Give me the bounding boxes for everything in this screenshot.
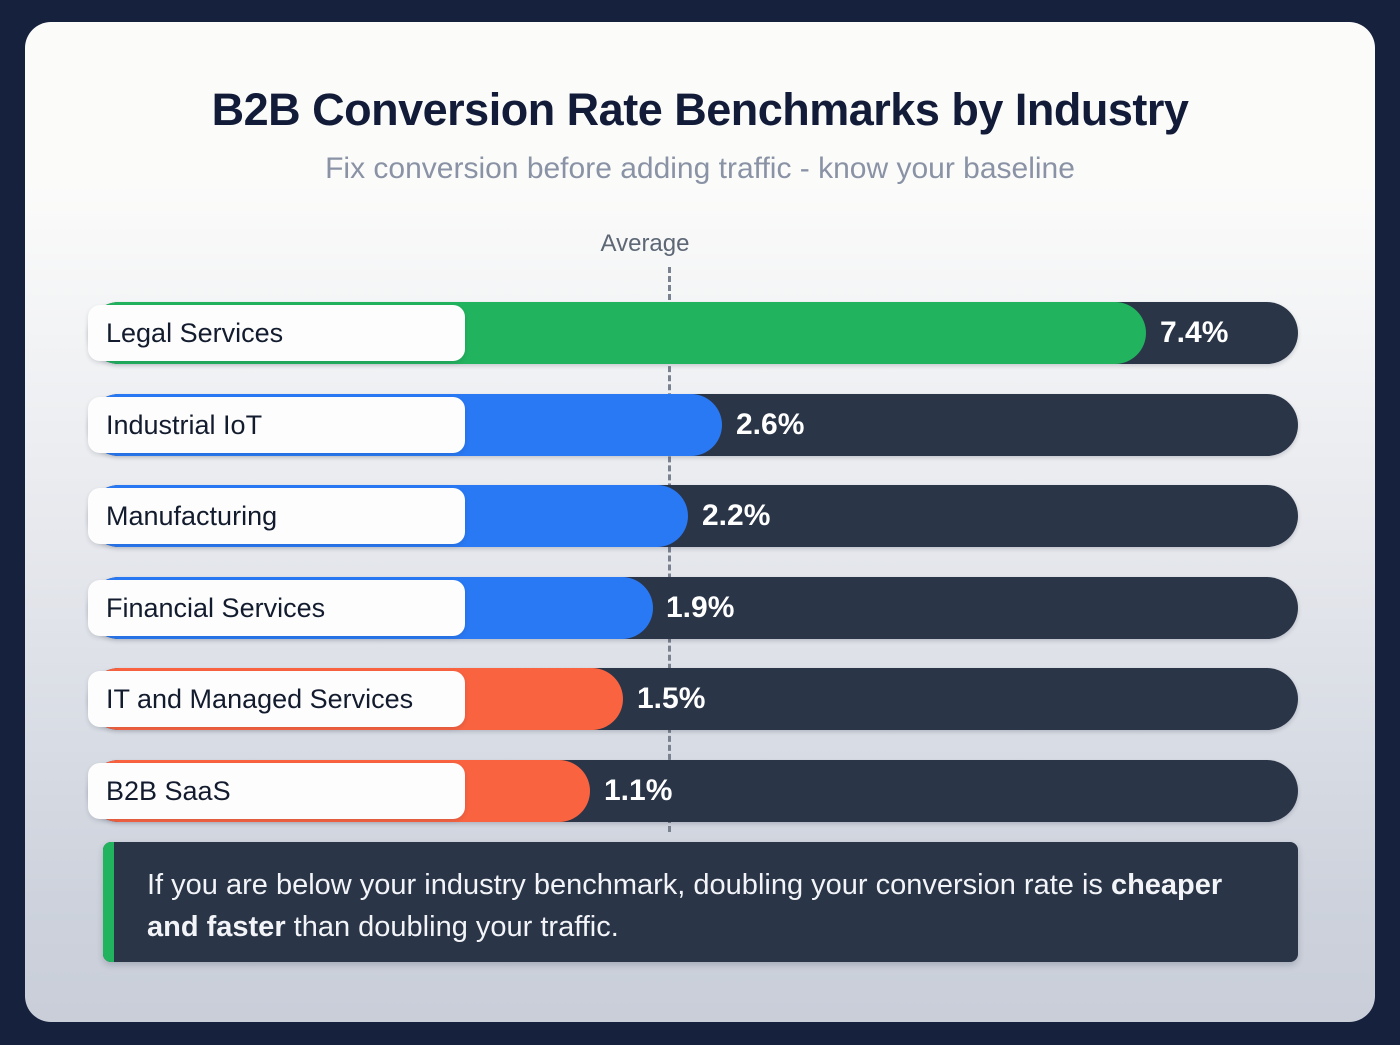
page-title: B2B Conversion Rate Benchmarks by Indust… [211, 84, 1189, 135]
bar-row: Industrial IoT 2.6% [88, 394, 1298, 456]
callout-text: If you are below your industry benchmark… [147, 864, 1267, 948]
callout-box: If you are below your industry benchmark… [103, 842, 1298, 962]
callout-text-after: than doubling your traffic. [285, 911, 619, 943]
callout-text-emphasis: cheaper and faster [147, 869, 1223, 943]
bar-row: Manufacturing 2.2% [88, 485, 1298, 547]
bar-label-pill: IT and Managed Services [88, 671, 465, 727]
bar-value-label: 1.1% [604, 774, 673, 807]
bar-value-label: 1.9% [666, 591, 735, 624]
bar-label: Industrial IoT [106, 410, 263, 440]
bar-label: IT and Managed Services [106, 684, 414, 714]
bar-value-label: 2.6% [736, 408, 805, 441]
chart-card: B2B Conversion Rate Benchmarks by Indust… [25, 22, 1375, 1022]
page-subtitle: Fix conversion before adding traffic - k… [325, 152, 1075, 185]
bar-label: Financial Services [106, 593, 326, 623]
bar-value-label: 7.4% [1160, 316, 1229, 349]
bar-label: B2B SaaS [106, 776, 231, 806]
bar-row: Legal Services 7.4% [88, 302, 1298, 364]
bar-row: IT and Managed Services 1.5% [88, 668, 1298, 730]
bar-label-pill: B2B SaaS [88, 763, 465, 819]
average-reference-line [668, 267, 671, 832]
bar-label: Manufacturing [106, 501, 278, 531]
callout-accent-bar [103, 842, 114, 962]
callout-text-before: If you are below your industry benchmark… [147, 869, 1111, 901]
average-marker-label: Average [600, 230, 690, 257]
bar-label-pill: Legal Services [88, 305, 465, 361]
bar-chart-rows: Legal Services 7.4% Industrial IoT 2.6% Manu… [25, 22, 1375, 1022]
bar-row: B2B SaaS 1.1% [88, 760, 1298, 822]
bar-label-pill: Manufacturing [88, 488, 465, 544]
bar-value-label: 2.2% [702, 499, 771, 532]
bar-label: Legal Services [106, 318, 284, 348]
bar-row: Financial Services 1.9% [88, 577, 1298, 639]
bar-value-label: 1.5% [637, 682, 706, 715]
bar-label-pill: Financial Services [88, 580, 465, 636]
bar-label-pill: Industrial IoT [88, 397, 465, 453]
